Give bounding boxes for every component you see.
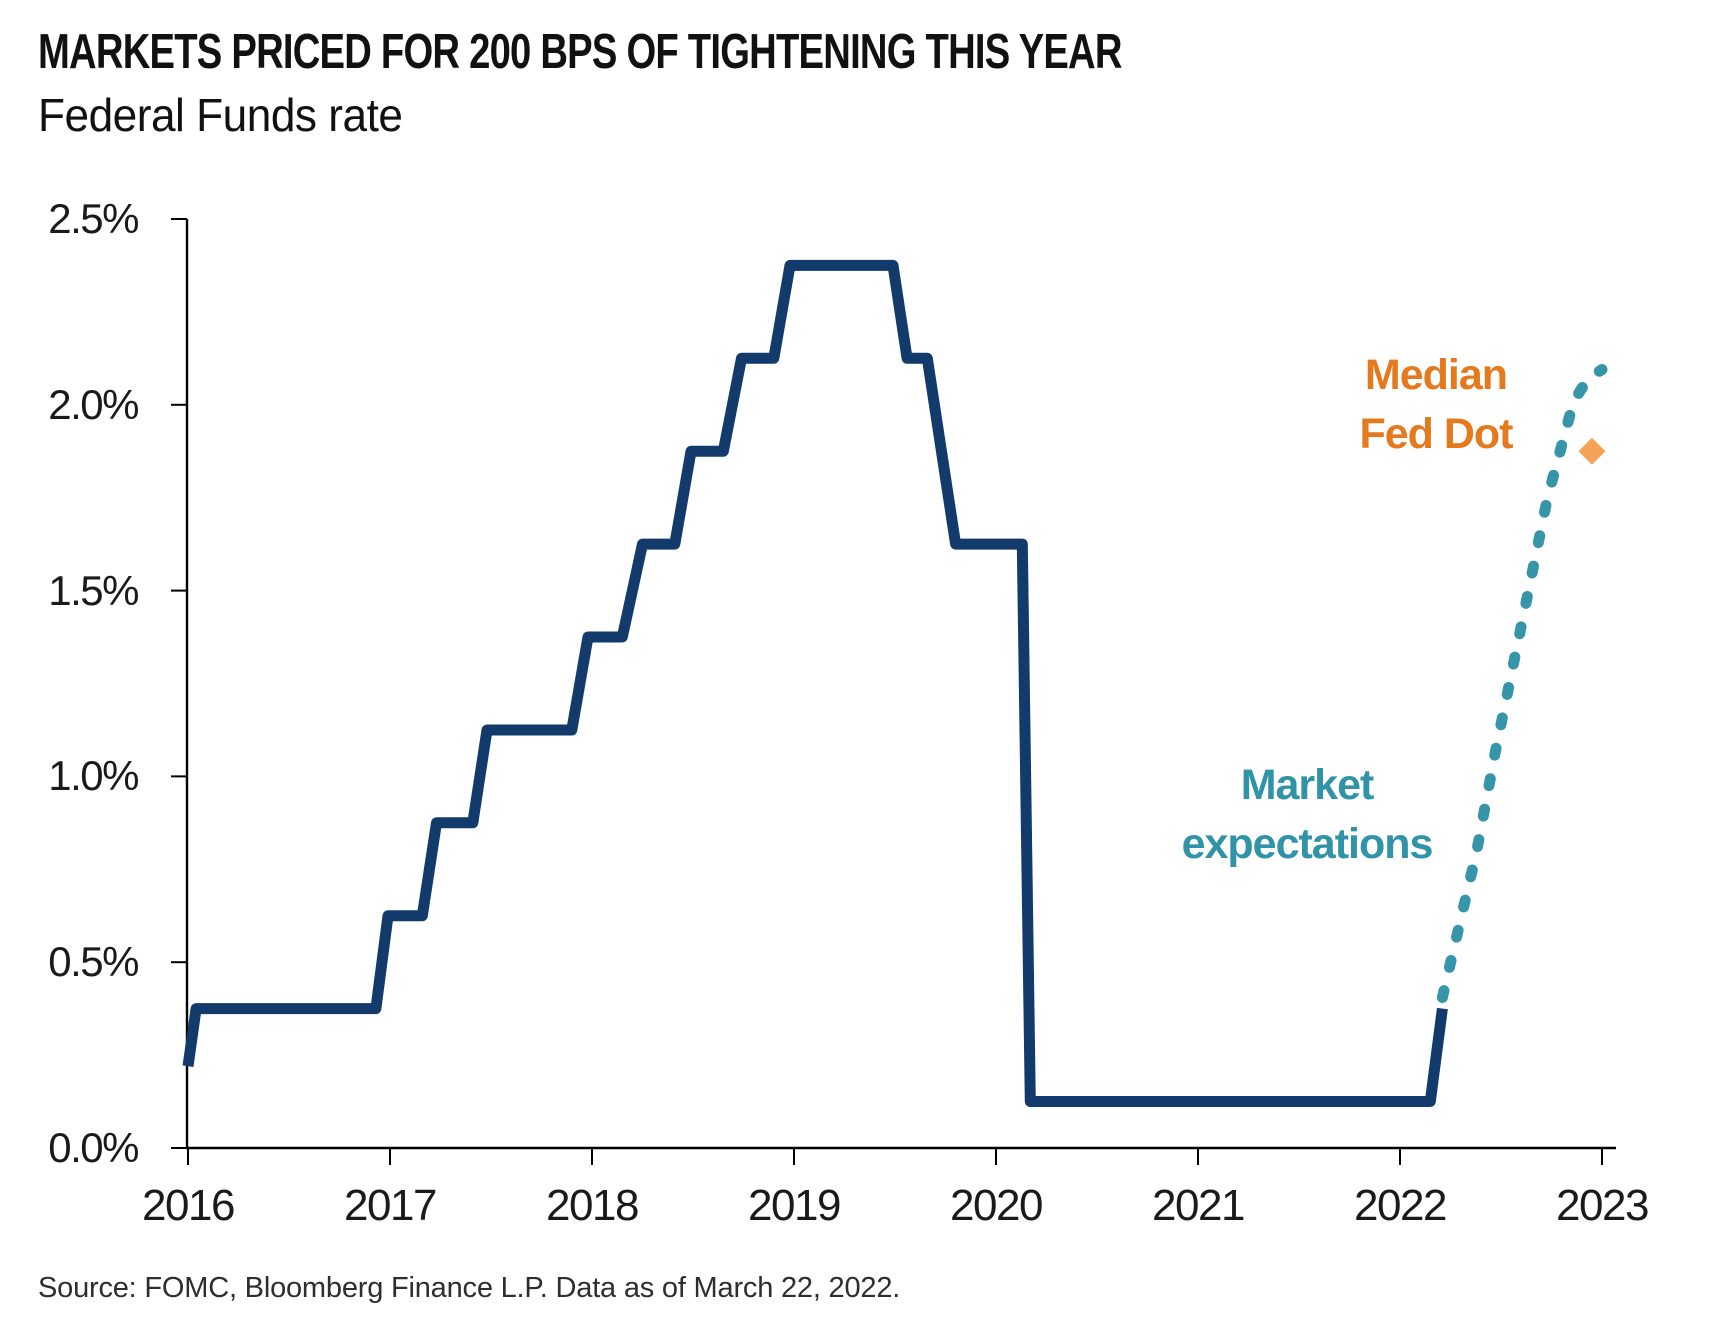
source-note: Source: FOMC, Bloomberg Finance L.P. Dat… bbox=[38, 1272, 901, 1304]
y-tick-label: 1.0% bbox=[48, 752, 139, 800]
x-tick-label: 2021 bbox=[1152, 1181, 1245, 1230]
y-tick-label: 0.5% bbox=[48, 938, 139, 986]
median-fed-dot-label-line1: Median bbox=[1364, 351, 1508, 399]
x-tick-label: 2018 bbox=[546, 1181, 639, 1230]
median-fed-dot-label-line2: Fed Dot bbox=[1359, 410, 1513, 458]
median-fed-dot-marker bbox=[1578, 437, 1606, 465]
market-expectations-label-line1: Market bbox=[1240, 761, 1375, 809]
x-tick-label: 2017 bbox=[344, 1181, 437, 1230]
y-tick-label: 2.5% bbox=[48, 195, 139, 242]
x-tick-label: 2019 bbox=[748, 1181, 841, 1230]
median-fed-dot-label: Median Fed Dot bbox=[1236, 346, 1636, 464]
y-tick-label: 1.5% bbox=[48, 566, 139, 614]
fed-funds-line bbox=[182, 259, 1448, 1107]
y-tick-label: 2.0% bbox=[48, 380, 139, 428]
chart-subtitle: Federal Funds rate bbox=[38, 89, 403, 141]
market-expectations-line bbox=[1436, 364, 1608, 1003]
y-tick-label: 0.0% bbox=[48, 1124, 139, 1171]
market-expectations-label-line2: expectations bbox=[1181, 820, 1434, 868]
x-tick-label: 2016 bbox=[142, 1181, 235, 1230]
market-expectations-label: Market expectations bbox=[1107, 756, 1507, 874]
x-tick-label: 2020 bbox=[950, 1181, 1043, 1230]
chart-title: MARKETS PRICED FOR 200 BPS OF TIGHTENING… bbox=[38, 25, 1122, 79]
x-tick-label: 2023 bbox=[1556, 1181, 1649, 1230]
x-tick-label: 2022 bbox=[1354, 1181, 1447, 1230]
